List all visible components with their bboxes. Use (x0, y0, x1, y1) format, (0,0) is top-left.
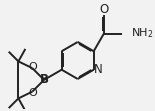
Text: B: B (40, 73, 49, 86)
Text: O: O (29, 62, 38, 72)
Text: NH$_2$: NH$_2$ (131, 27, 153, 41)
Text: O: O (99, 3, 108, 16)
Text: N: N (94, 63, 103, 76)
Text: O: O (29, 88, 38, 98)
